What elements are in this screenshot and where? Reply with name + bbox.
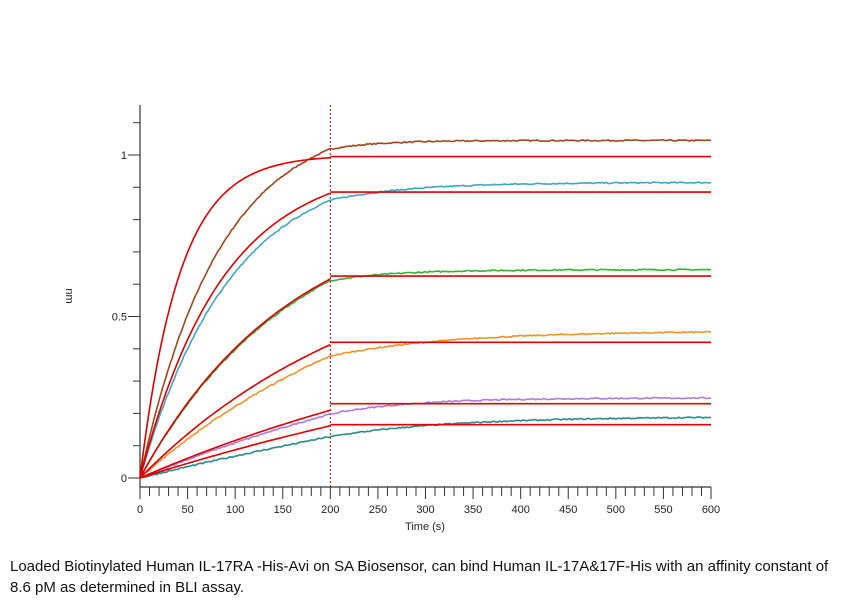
fit-curve-5 <box>139 402 711 479</box>
fit-curve-3 <box>139 275 711 479</box>
fit-curves-group <box>139 155 711 479</box>
x-tick-label: 550 <box>654 504 672 516</box>
x-tick-label: 150 <box>274 504 292 516</box>
data-series-line-1 <box>139 138 712 479</box>
x-tick-label: 250 <box>369 504 387 516</box>
fit-curve-6 <box>139 423 711 479</box>
bli-sensorgram-chart: 0 50 100 150 200 250 300 350 400 450 500 550 600 0 0.5… <box>63 105 720 533</box>
y-tick-label: 0.5 <box>112 312 127 324</box>
x-tick-label: 200 <box>321 504 339 516</box>
x-tick-label: 100 <box>226 504 244 516</box>
data-series-line-5 <box>140 396 712 479</box>
y-axis-title: nm <box>63 288 75 303</box>
data-series-line-6 <box>139 416 712 480</box>
x-axis-title: Time (s) <box>405 521 445 533</box>
fit-curve-1 <box>139 155 711 479</box>
y-tick-label: 0 <box>121 473 127 485</box>
figure-caption: Loaded Biotinylated Human IL-17RA -His-A… <box>10 558 829 596</box>
x-tick-label: 500 <box>607 504 625 516</box>
fit-curve-4 <box>139 341 711 479</box>
x-tick-label: 50 <box>181 504 193 516</box>
data-series-line-2 <box>139 181 712 479</box>
x-tick-label: 350 <box>464 504 482 516</box>
x-tick-label: 450 <box>559 504 577 516</box>
y-tick-label: 1 <box>121 150 127 162</box>
fit-curve-2 <box>139 191 711 479</box>
data-series-line-3 <box>139 268 712 479</box>
x-tick-label: 0 <box>137 504 143 516</box>
x-tick-label: 600 <box>702 504 720 516</box>
data-series-group <box>139 138 712 480</box>
x-tick-label: 300 <box>416 504 434 516</box>
x-tick-label: 400 <box>511 504 529 516</box>
axes-group: 0 50 100 150 200 250 300 350 400 450 500 550 600 0 0.5… <box>112 105 720 516</box>
